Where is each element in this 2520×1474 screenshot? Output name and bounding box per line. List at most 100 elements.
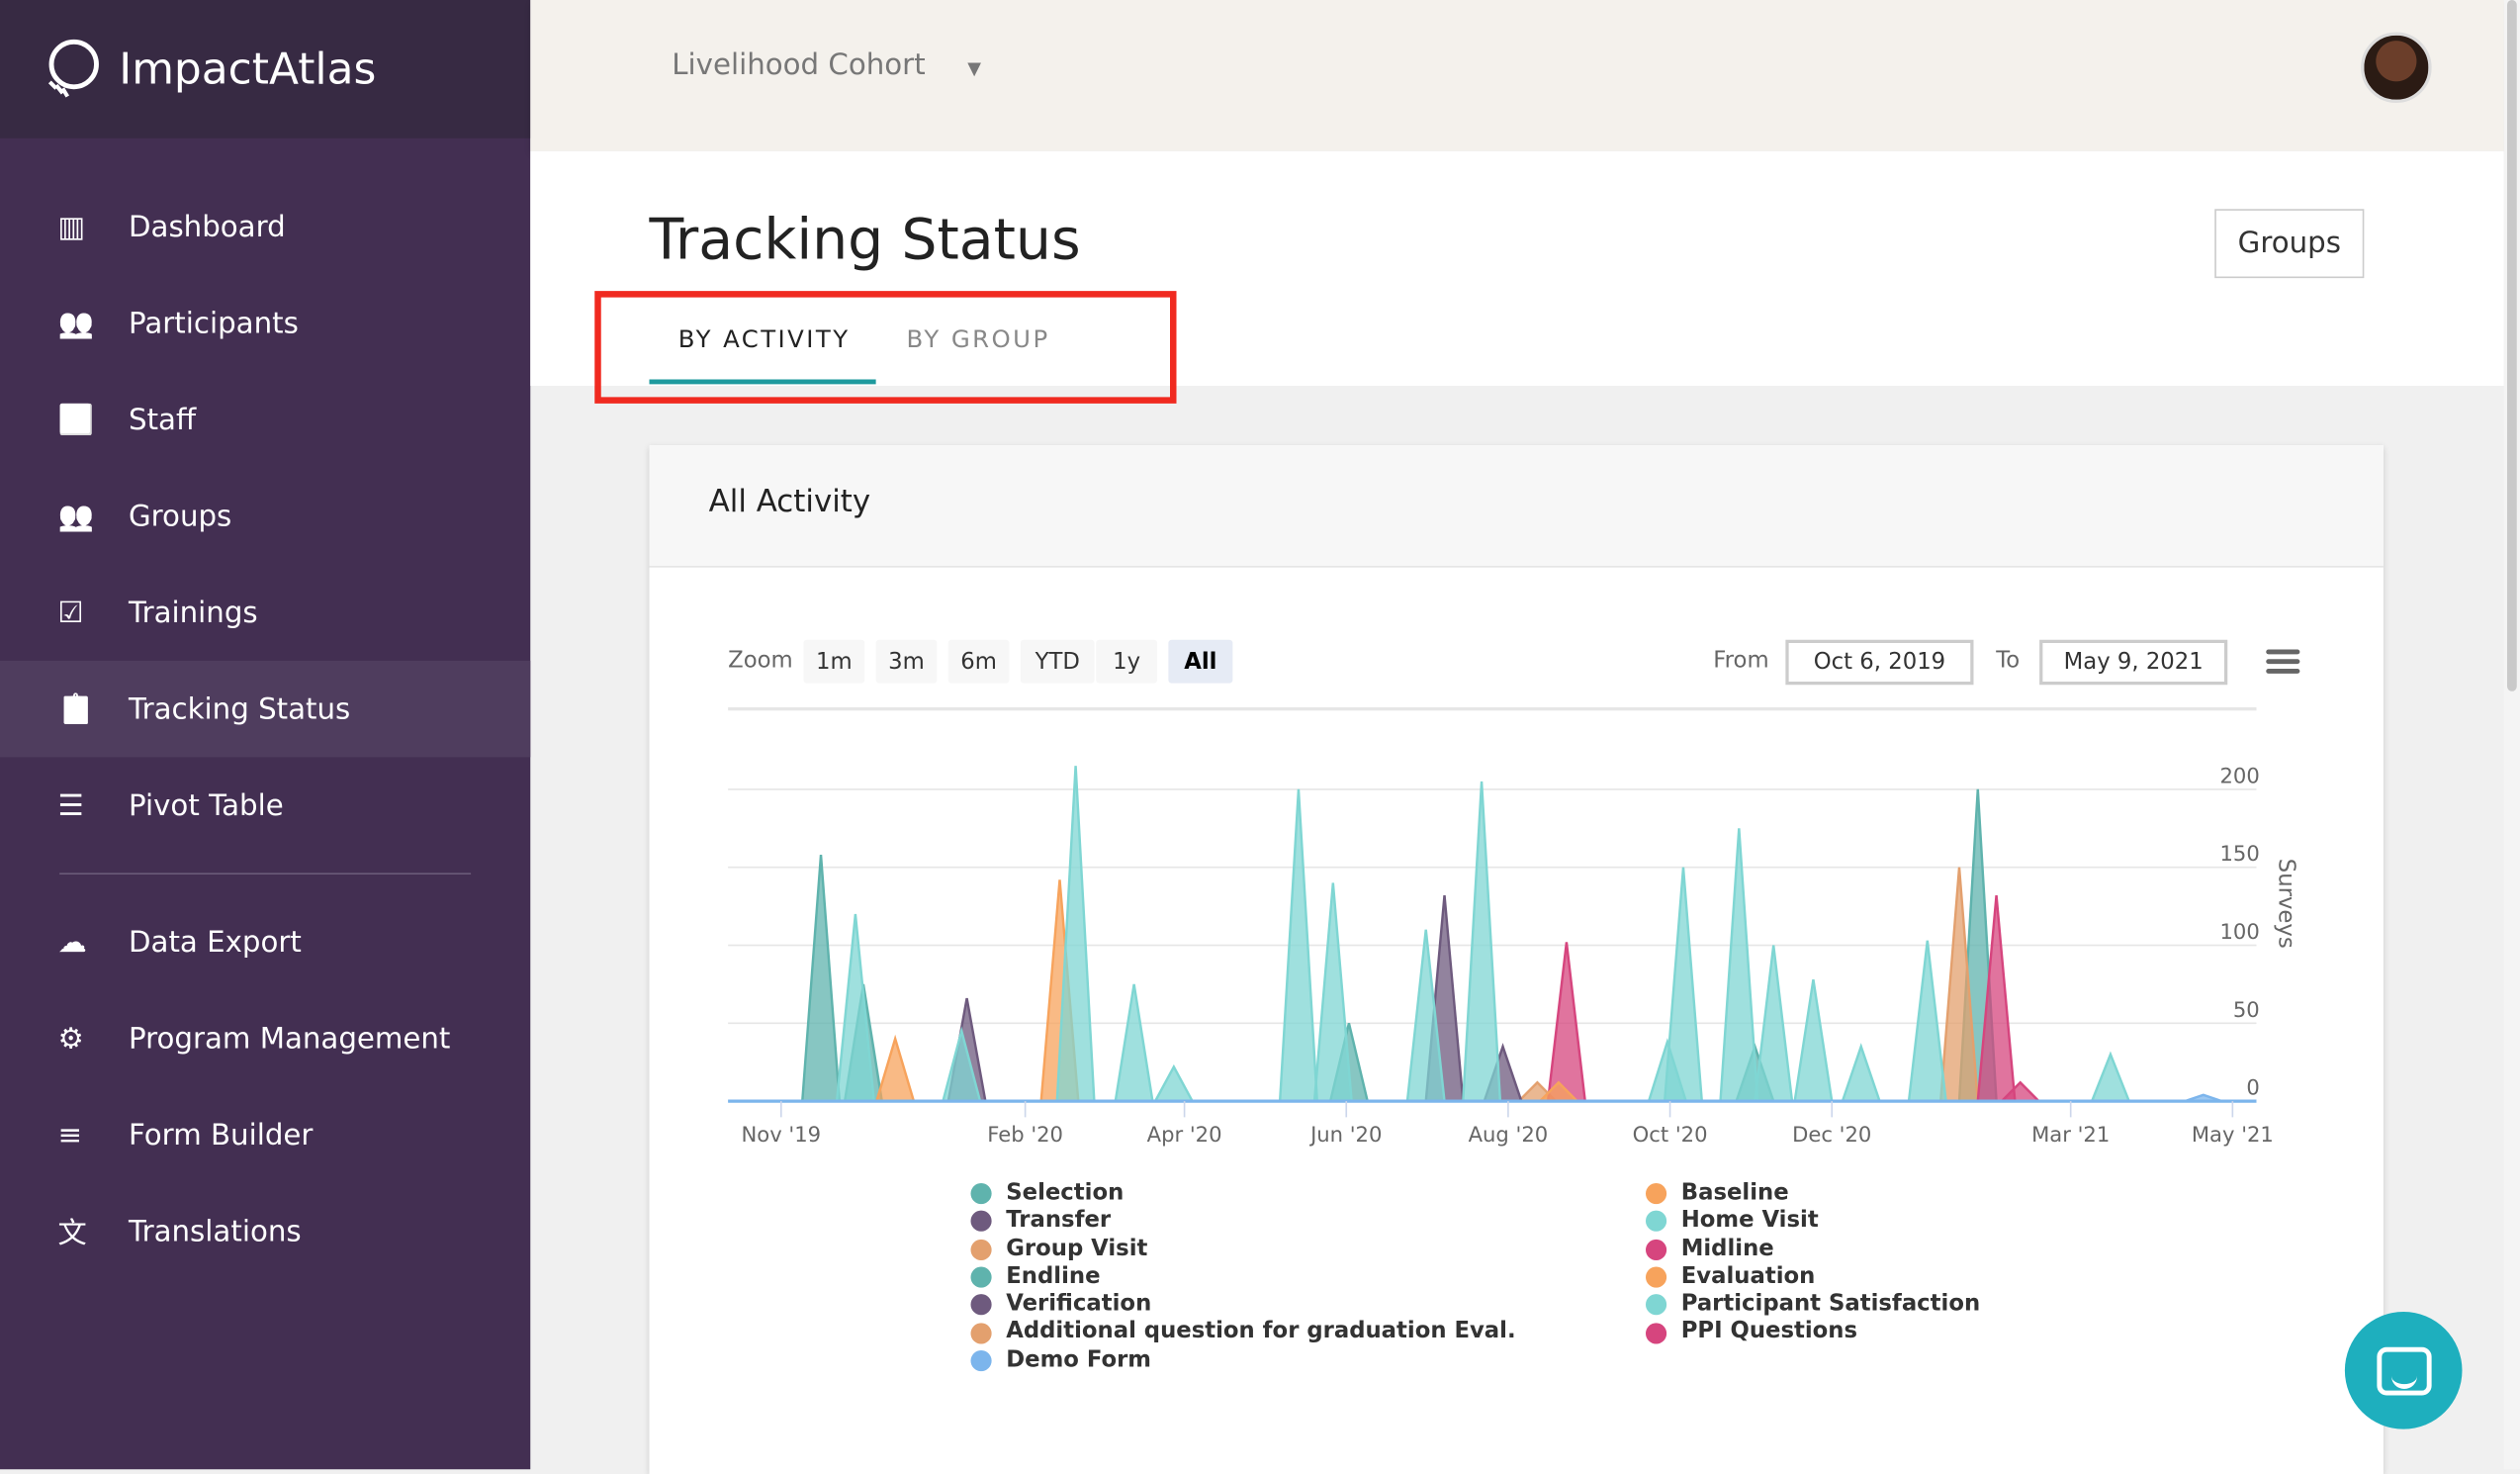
legend-item[interactable]: PPI Questions [1646, 1319, 1980, 1346]
people-icon: 👥 [57, 306, 94, 340]
brand[interactable]: ImpactAtlas [0, 0, 531, 138]
cloud-download-icon: ☁ [57, 925, 87, 960]
active-tab-indicator [649, 379, 876, 385]
legend-label: Transfer [1006, 1207, 1112, 1234]
x-tick-label: Apr '20 [1147, 1122, 1222, 1147]
legend-marker [1646, 1211, 1667, 1233]
legend-item[interactable]: Selection [970, 1179, 1516, 1208]
sidebar-item-label: Dashboard [129, 210, 286, 244]
legend-label: Demo Form [1006, 1346, 1152, 1373]
legend-marker [970, 1322, 992, 1343]
to-date-input[interactable]: May 9, 2021 [2039, 639, 2228, 686]
tab-by-activity[interactable]: BY ACTIVITY [677, 324, 851, 354]
sidebar-item-tracking-status[interactable]: 📋 Tracking Status [0, 660, 531, 758]
people-icon: 👥 [57, 499, 94, 533]
zoom-6m-button[interactable]: 6m [947, 639, 1010, 684]
sidebar-item-form-builder[interactable]: ≡ Form Builder [0, 1087, 530, 1184]
legend-item[interactable]: Group Visit [970, 1236, 1516, 1263]
legend-marker [1646, 1266, 1667, 1288]
x-tick-label: Dec '20 [1792, 1122, 1871, 1147]
zoom-3m-button[interactable]: 3m [875, 639, 938, 684]
chevron-down-icon[interactable]: ▼ [967, 57, 982, 79]
area-spike-home-visit [1719, 828, 1759, 1103]
legend-column: Selection Transfer Group Visit Endline Verif… [970, 1179, 1516, 1375]
zoom-1m-button[interactable]: 1m [803, 639, 865, 684]
area-spike-home-visit [1841, 1043, 1882, 1103]
hamburger-menu-icon[interactable] [2266, 649, 2300, 679]
sidebar-item-pivot-table[interactable]: ☰ Pivot Table [0, 757, 530, 854]
legend-item[interactable]: Additional question for graduation Eval. [970, 1319, 1516, 1346]
legend-label: Selection [1006, 1179, 1125, 1206]
legend-label: Home Visit [1680, 1207, 1819, 1234]
legend-label: Endline [1006, 1263, 1101, 1290]
legend-item[interactable]: Home Visit [1646, 1208, 1980, 1236]
sidebar-item-translations[interactable]: 文 Translations [0, 1183, 530, 1280]
chat-button[interactable] [2344, 1312, 2463, 1429]
sidebar-nav: ▥ Dashboard 👥 Participants 🚻 Staff 👥 Groups ☑ Tra… [0, 138, 531, 1280]
sidebar-item-label: Program Management [129, 1021, 451, 1056]
cohort-selector[interactable]: Livelihood Cohort [672, 47, 926, 82]
x-tick-label: Mar '21 [2031, 1122, 2110, 1147]
chat-icon [2376, 1345, 2431, 1395]
area-spike-home-visit [1312, 882, 1353, 1103]
x-tick-label: Aug '20 [1469, 1122, 1549, 1147]
legend-column: Baseline Home Visit Midline Evaluation Parti… [1646, 1180, 1980, 1347]
area-spike-midline [1546, 942, 1587, 1103]
from-label: From [1713, 647, 1769, 674]
legend-label: Midline [1680, 1235, 1774, 1261]
page-header: Tracking Status Groups BY ACTIVITY BY GR… [530, 150, 2504, 386]
sidebar-divider [59, 873, 472, 875]
legend-item[interactable]: Participant Satisfaction [1646, 1291, 1980, 1319]
legend-item[interactable]: Verification [970, 1291, 1516, 1319]
x-tick-label: May '21 [2192, 1122, 2274, 1147]
y-tick-label: 100 [2219, 919, 2259, 944]
zoom-1y-button[interactable]: 1y [1096, 639, 1157, 684]
sidebar-item-groups[interactable]: 👥 Groups [0, 468, 530, 565]
sidebar-item-participants[interactable]: 👥 Participants [0, 275, 530, 372]
area-spike-home-visit [1793, 978, 1834, 1103]
staff-icon: 🚻 [57, 403, 94, 437]
legend-item[interactable]: Midline [1646, 1236, 1980, 1263]
sidebar-item-label: Groups [129, 499, 232, 533]
sidebar-item-label: Trainings [129, 596, 258, 630]
legend-marker [970, 1211, 992, 1233]
area-spike-home-visit [1462, 781, 1502, 1103]
scrollbar-thumb[interactable] [2507, 0, 2517, 691]
area-spike-home-visit [1907, 940, 1947, 1103]
sidebar-item-data-export[interactable]: ☁ Data Export [0, 894, 530, 991]
legend-marker [970, 1183, 992, 1205]
bar-chart-icon: ▥ [57, 210, 86, 244]
legend-item[interactable]: Evaluation [1646, 1263, 1980, 1291]
all-activity-card: All Activity Zoom 1m 3m 6m YTD 1y All From Oc… [649, 445, 2384, 1474]
groups-button[interactable]: Groups [2214, 209, 2365, 279]
legend-item[interactable]: Transfer [970, 1207, 1516, 1236]
tab-by-group[interactable]: BY GROUP [906, 324, 1050, 354]
sidebar-item-staff[interactable]: 🚻 Staff [0, 371, 530, 468]
legend-marker [1646, 1239, 1667, 1260]
x-tick-label: Nov '19 [741, 1122, 821, 1147]
legend-label: Evaluation [1680, 1263, 1816, 1290]
zoom-all-button[interactable]: All [1168, 639, 1233, 684]
from-date-input[interactable]: Oct 6, 2019 [1785, 639, 1974, 686]
legend-marker [1646, 1322, 1667, 1343]
zoom-label: Zoom [728, 647, 793, 674]
legend-item[interactable]: Demo Form [970, 1346, 1516, 1374]
x-tick-label: Feb '20 [987, 1122, 1063, 1147]
area-spike-selection [800, 854, 842, 1103]
legend-marker [1646, 1183, 1667, 1205]
sidebar-item-label: Form Builder [129, 1118, 314, 1152]
avatar[interactable] [2361, 32, 2432, 103]
y-tick-label: 150 [2219, 841, 2259, 866]
legend-marker [1646, 1294, 1667, 1316]
sidebar-item-label: Staff [129, 403, 197, 437]
legend-item[interactable]: Endline [970, 1263, 1516, 1291]
sidebar-item-trainings[interactable]: ☑ Trainings [0, 564, 530, 661]
legend-item[interactable]: Baseline [1646, 1180, 1980, 1208]
legend-marker [970, 1239, 992, 1260]
gear-icon: ⚙ [57, 1021, 84, 1056]
zoom-ytd-button[interactable]: YTD [1020, 639, 1095, 684]
sidebar-item-dashboard[interactable]: ▥ Dashboard [0, 178, 530, 275]
scrollbar[interactable] [2503, 0, 2520, 1470]
legend-label: Verification [1006, 1291, 1152, 1318]
sidebar-item-program-management[interactable]: ⚙ Program Management [0, 990, 530, 1087]
